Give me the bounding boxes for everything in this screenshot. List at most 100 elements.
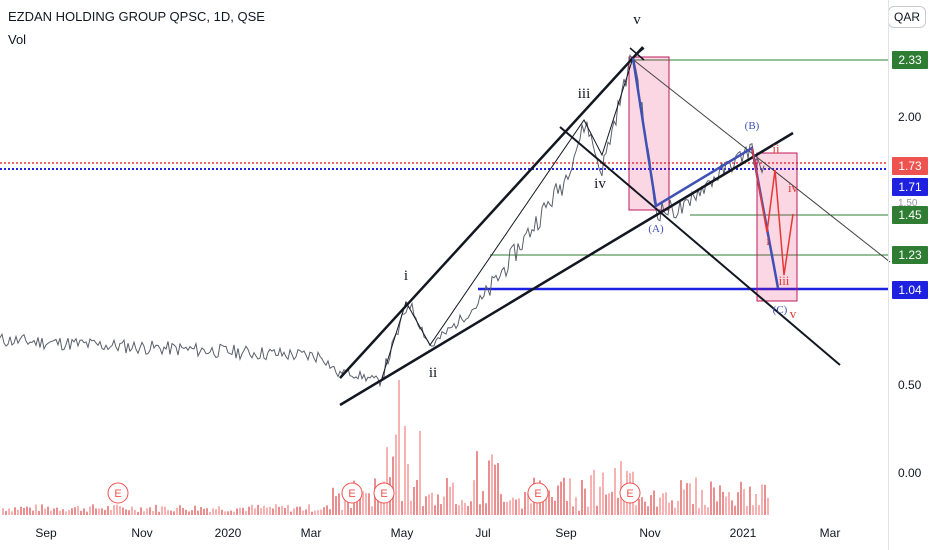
price-tag: 1.23 bbox=[892, 246, 928, 264]
wave-label: v bbox=[633, 12, 641, 28]
volume-bar bbox=[272, 508, 274, 515]
time-axis-label: Sep bbox=[35, 526, 57, 540]
volume-bar bbox=[77, 505, 79, 515]
volume-bar bbox=[569, 478, 571, 515]
time-axis-label: 2020 bbox=[214, 526, 242, 540]
volume-bar bbox=[404, 425, 406, 515]
volume-bar bbox=[62, 509, 64, 515]
volume-bar bbox=[236, 508, 238, 515]
time-axis-label: Sep bbox=[555, 526, 577, 540]
volume-bar bbox=[479, 504, 481, 515]
volume-bar bbox=[647, 506, 649, 515]
volume-bar bbox=[650, 495, 652, 515]
volume-bar bbox=[251, 504, 253, 515]
volume-bar bbox=[551, 497, 553, 515]
volume-bar bbox=[23, 508, 25, 515]
volume-bar bbox=[434, 505, 436, 515]
volume-bar bbox=[26, 506, 28, 515]
volume-bar bbox=[269, 506, 271, 515]
volume-bar bbox=[584, 488, 586, 515]
volume-bar bbox=[326, 505, 328, 515]
volume-bar bbox=[524, 491, 526, 515]
volume-bar bbox=[368, 493, 370, 515]
volume-bar bbox=[575, 497, 577, 515]
volume-bar bbox=[125, 509, 127, 515]
volume-bar bbox=[227, 511, 229, 515]
volume-bar bbox=[545, 488, 547, 515]
volume-bar bbox=[713, 487, 715, 515]
volume-bar bbox=[308, 504, 310, 515]
time-axis-label: Nov bbox=[639, 526, 661, 540]
volume-bar bbox=[416, 479, 418, 515]
volume-bar bbox=[488, 460, 490, 515]
volume-bar bbox=[455, 504, 457, 515]
wave-label: iv bbox=[788, 180, 799, 195]
volume-bar bbox=[680, 480, 682, 515]
earnings-marker-label: E bbox=[380, 488, 387, 500]
descending-thin-line bbox=[630, 57, 891, 263]
volume-bar bbox=[470, 501, 472, 515]
wave-label: ii bbox=[429, 365, 437, 381]
volume-bar bbox=[347, 499, 349, 515]
volume-bar bbox=[233, 511, 235, 515]
volume-bar bbox=[581, 479, 583, 515]
descending-channel-line bbox=[559, 126, 841, 366]
volume-bar bbox=[491, 454, 493, 515]
volume-bar bbox=[242, 507, 244, 515]
volume-bar bbox=[704, 504, 706, 515]
time-axis-label: Mar bbox=[300, 526, 322, 540]
volume-bar bbox=[41, 504, 43, 515]
volume-bar bbox=[395, 434, 397, 515]
volume-bar bbox=[338, 493, 340, 515]
impulse-wave-path bbox=[381, 57, 634, 379]
wave-label: (A) bbox=[648, 223, 664, 235]
earnings-marker-label: E bbox=[534, 488, 541, 500]
volume-bar bbox=[188, 511, 190, 515]
volume-bar bbox=[281, 505, 283, 515]
volume-bar bbox=[668, 502, 670, 515]
volume-bar bbox=[617, 497, 619, 515]
volume-bar bbox=[422, 506, 424, 515]
volume-bar bbox=[701, 489, 703, 515]
price-axis-tick: 2.00 bbox=[898, 110, 922, 124]
volume-bar bbox=[239, 507, 241, 515]
volume-bar bbox=[698, 508, 700, 515]
volume-bar bbox=[335, 496, 337, 515]
volume-bar bbox=[755, 493, 757, 515]
volume-bar bbox=[305, 509, 307, 515]
volume-bar bbox=[449, 486, 451, 515]
volume-label[interactable]: Vol bbox=[8, 32, 27, 47]
volume-bar bbox=[149, 507, 151, 515]
price-axis-tick: 1.50 bbox=[898, 198, 918, 209]
volume-bar bbox=[50, 510, 52, 515]
volume-bar bbox=[638, 498, 640, 515]
volume-bar bbox=[170, 510, 172, 515]
wave-label: iii bbox=[779, 273, 790, 288]
volume-bar bbox=[200, 507, 202, 515]
volume-bar bbox=[314, 510, 316, 515]
volume-bar bbox=[707, 507, 709, 515]
volume-bar bbox=[458, 505, 460, 515]
lower-channel-line bbox=[339, 131, 794, 407]
volume-bar bbox=[407, 464, 409, 515]
volume-bar bbox=[722, 491, 724, 515]
time-axis-label: May bbox=[390, 526, 414, 540]
currency-button[interactable]: QAR bbox=[887, 6, 926, 28]
volume-bar bbox=[56, 507, 58, 515]
volume-bar bbox=[116, 504, 118, 515]
volume-bar bbox=[260, 508, 262, 515]
symbol-title[interactable]: EZDAN HOLDING GROUP QPSC, 1D, QSE bbox=[8, 9, 265, 24]
volume-bar bbox=[758, 505, 760, 515]
volume-bar bbox=[410, 500, 412, 515]
volume-bar bbox=[719, 485, 721, 515]
volume-bar bbox=[38, 511, 40, 515]
volume-bar bbox=[203, 508, 205, 515]
volume-bar bbox=[599, 486, 601, 515]
volume-bar bbox=[398, 380, 400, 515]
upper-channel-line bbox=[339, 46, 644, 379]
volume-bar bbox=[686, 483, 688, 515]
volume-bar bbox=[179, 505, 181, 515]
price-tag: 1.04 bbox=[892, 281, 928, 299]
volume-bar bbox=[764, 484, 766, 515]
volume-bar bbox=[74, 507, 76, 515]
